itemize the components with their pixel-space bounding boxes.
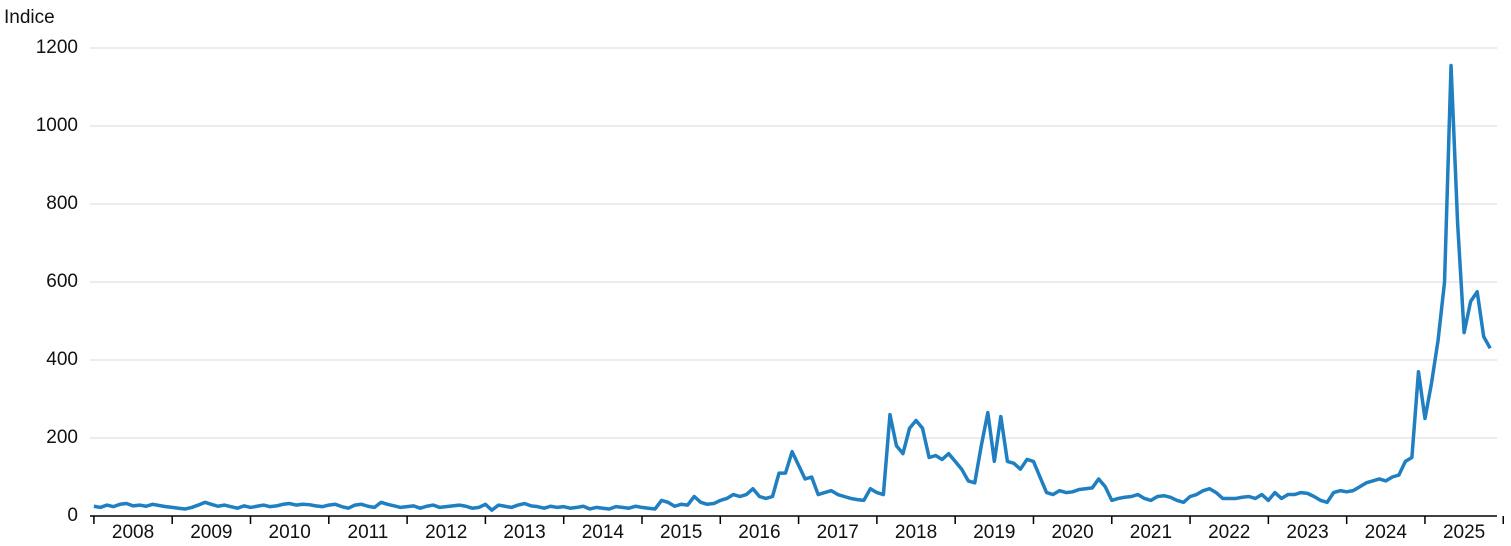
- x-tick-label: 2014: [582, 522, 625, 543]
- x-tick-label: 2017: [817, 522, 859, 543]
- x-tick-label: 2015: [660, 522, 702, 543]
- y-tick-label: 200: [46, 427, 78, 448]
- y-tick-label: 1000: [36, 115, 78, 136]
- y-tick-label: 1200: [36, 37, 78, 58]
- y-tick-label: 400: [46, 349, 78, 370]
- data-line: [93, 63, 1492, 512]
- x-tick-label: 2011: [348, 522, 389, 543]
- x-tick-label: 2018: [895, 522, 937, 543]
- x-tick-label: 2010: [269, 522, 311, 543]
- y-axis-label: Indice: [4, 7, 55, 28]
- y-tick-label: 0: [67, 505, 78, 526]
- x-tick-label: 2022: [1208, 522, 1250, 543]
- x-tick-label: 2023: [1286, 522, 1328, 543]
- x-tick-label: 2020: [1051, 522, 1093, 543]
- x-tick-label: 2025: [1443, 522, 1485, 543]
- x-tick-label: 2008: [112, 522, 154, 543]
- x-tick-label: 2009: [190, 522, 232, 543]
- x-tick-label: 2016: [738, 522, 780, 543]
- x-tick-label: 2013: [503, 522, 545, 543]
- x-tick-label: 2019: [973, 522, 1015, 543]
- y-tick-label: 800: [46, 193, 78, 214]
- x-tick-label: 2012: [425, 522, 467, 543]
- y-tick-label: 600: [46, 271, 78, 292]
- x-tick-label: 2021: [1130, 522, 1172, 543]
- x-tick-label: 2024: [1365, 522, 1408, 543]
